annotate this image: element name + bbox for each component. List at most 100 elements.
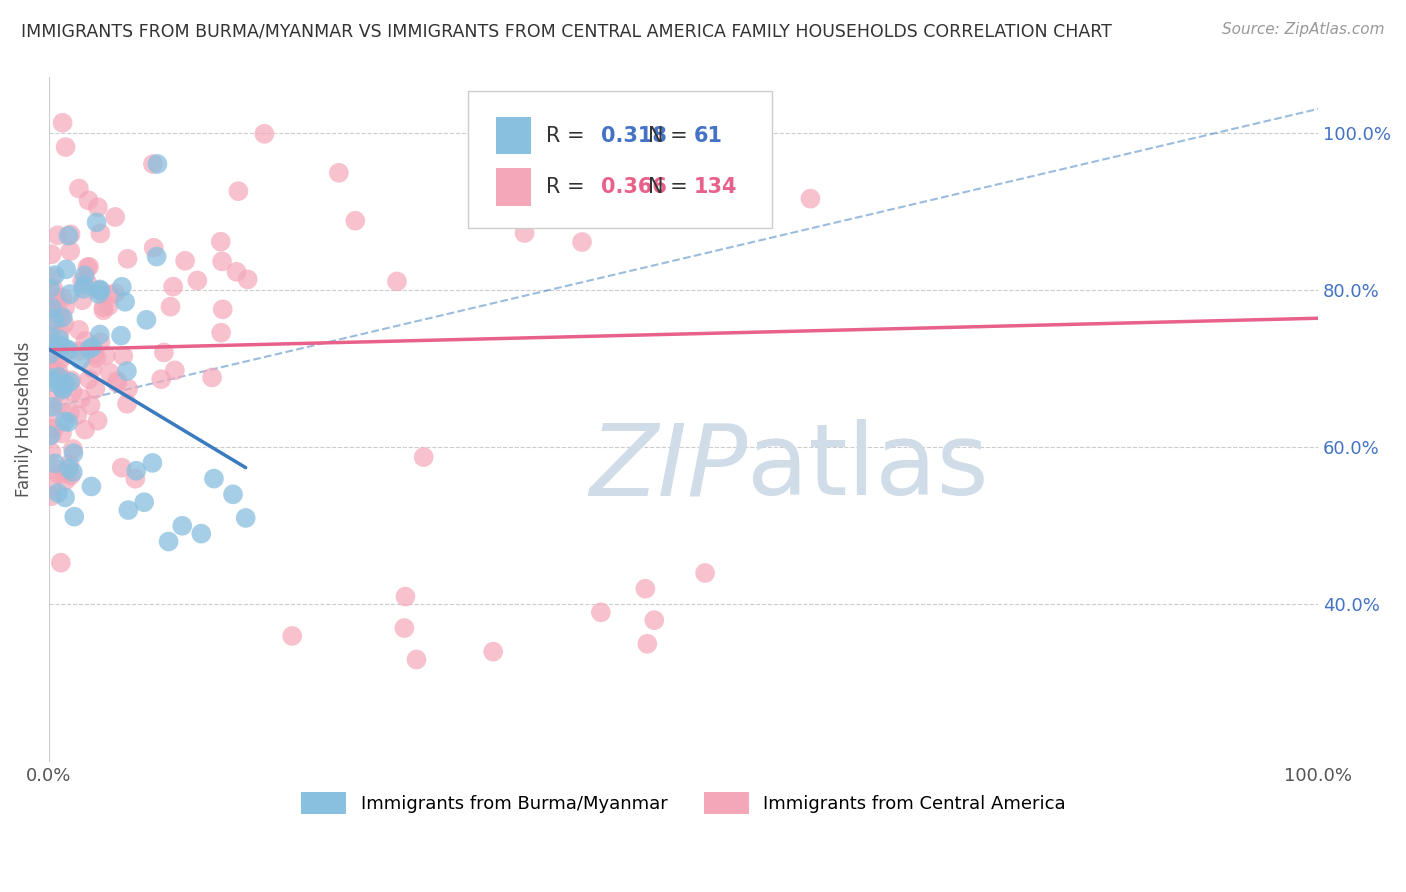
Immigrants from Burma/Myanmar — [172, 518, 194, 533]
Immigrants from Burma/Myanmar — [49, 338, 72, 352]
Immigrants from Central America — [735, 110, 758, 124]
Immigrants from Central America — [209, 235, 232, 249]
Immigrants from Central America — [571, 235, 593, 249]
Immigrants from Central America — [98, 366, 121, 380]
Immigrants from Burma/Myanmar — [39, 428, 62, 442]
Immigrants from Central America — [46, 312, 69, 326]
Immigrants from Central America — [624, 111, 647, 125]
Immigrants from Burma/Myanmar — [63, 509, 86, 524]
Immigrants from Burma/Myanmar — [114, 294, 136, 309]
Immigrants from Burma/Myanmar — [73, 277, 96, 292]
Immigrants from Central America — [41, 270, 63, 285]
Immigrants from Central America — [41, 329, 63, 343]
Immigrants from Central America — [49, 324, 72, 338]
Immigrants from Burma/Myanmar — [117, 503, 139, 517]
Immigrants from Central America — [236, 272, 259, 286]
Immigrants from Central America — [142, 241, 165, 255]
Immigrants from Central America — [643, 613, 665, 627]
Immigrants from Central America — [228, 184, 250, 198]
Immigrants from Central America — [209, 326, 232, 340]
Immigrants from Central America — [394, 590, 416, 604]
Immigrants from Central America — [328, 166, 350, 180]
Immigrants from Central America — [44, 291, 66, 305]
Immigrants from Burma/Myanmar — [59, 375, 82, 389]
Immigrants from Burma/Myanmar — [53, 342, 76, 356]
Immigrants from Central America — [93, 303, 115, 318]
Immigrants from Central America — [115, 397, 138, 411]
Immigrants from Central America — [86, 351, 108, 365]
Immigrants from Central America — [70, 392, 93, 406]
Immigrants from Burma/Myanmar — [111, 279, 134, 293]
Text: 0.366: 0.366 — [600, 177, 666, 197]
Immigrants from Burma/Myanmar — [110, 328, 132, 343]
Immigrants from Burma/Myanmar — [41, 375, 63, 389]
Immigrants from Central America — [595, 163, 617, 178]
Immigrants from Burma/Myanmar — [115, 364, 138, 378]
Text: Source: ZipAtlas.com: Source: ZipAtlas.com — [1222, 22, 1385, 37]
Immigrants from Central America — [142, 157, 165, 171]
Immigrants from Central America — [253, 127, 276, 141]
Immigrants from Central America — [281, 629, 304, 643]
Immigrants from Central America — [53, 347, 76, 361]
Immigrants from Burma/Myanmar — [52, 310, 75, 325]
Immigrants from Central America — [60, 373, 83, 387]
Immigrants from Central America — [93, 301, 115, 315]
Immigrants from Central America — [84, 382, 107, 396]
Text: R =: R = — [547, 126, 592, 145]
Immigrants from Central America — [58, 457, 80, 471]
Immigrants from Burma/Myanmar — [69, 352, 91, 367]
Immigrants from Burma/Myanmar — [53, 414, 76, 428]
Immigrants from Central America — [49, 352, 72, 367]
Immigrants from Burma/Myanmar — [89, 327, 111, 342]
Immigrants from Burma/Myanmar — [52, 383, 75, 397]
Immigrants from Burma/Myanmar — [235, 511, 257, 525]
FancyBboxPatch shape — [468, 91, 772, 228]
Immigrants from Central America — [163, 363, 186, 377]
Immigrants from Burma/Myanmar — [44, 313, 66, 327]
Immigrants from Central America — [41, 301, 63, 315]
Immigrants from Central America — [162, 279, 184, 293]
Immigrants from Central America — [482, 645, 505, 659]
Immigrants from Central America — [211, 254, 233, 268]
Immigrants from Central America — [49, 310, 72, 324]
Immigrants from Central America — [48, 365, 70, 379]
Immigrants from Central America — [104, 286, 127, 301]
Immigrants from Burma/Myanmar — [58, 343, 80, 357]
Immigrants from Central America — [52, 382, 75, 396]
Immigrants from Central America — [225, 265, 247, 279]
Immigrants from Central America — [799, 192, 821, 206]
Immigrants from Central America — [89, 227, 111, 241]
Immigrants from Central America — [211, 302, 233, 317]
Immigrants from Central America — [201, 370, 224, 384]
Immigrants from Burma/Myanmar — [59, 287, 82, 301]
Immigrants from Burma/Myanmar — [53, 376, 76, 391]
Immigrants from Central America — [117, 382, 139, 396]
Immigrants from Burma/Myanmar — [157, 534, 180, 549]
Immigrants from Central America — [42, 362, 65, 376]
Immigrants from Central America — [412, 450, 434, 464]
Immigrants from Central America — [77, 260, 100, 274]
Immigrants from Central America — [46, 228, 69, 243]
Immigrants from Central America — [41, 445, 63, 459]
Immigrants from Burma/Myanmar — [90, 284, 112, 298]
Immigrants from Burma/Myanmar — [48, 370, 70, 384]
Immigrants from Central America — [49, 397, 72, 411]
Immigrants from Burma/Myanmar — [80, 479, 103, 493]
Immigrants from Central America — [385, 274, 408, 288]
Immigrants from Central America — [159, 300, 181, 314]
Immigrants from Central America — [41, 365, 63, 379]
Bar — [496, 168, 531, 206]
Immigrants from Central America — [53, 317, 76, 331]
Immigrants from Burma/Myanmar — [39, 281, 62, 295]
Immigrants from Burma/Myanmar — [134, 495, 156, 509]
Immigrants from Central America — [49, 556, 72, 570]
Immigrants from Central America — [79, 398, 101, 412]
Immigrants from Central America — [634, 582, 657, 596]
Immigrants from Burma/Myanmar — [190, 526, 212, 541]
Immigrants from Central America — [72, 293, 94, 308]
Text: N =: N = — [648, 126, 695, 145]
Immigrants from Central America — [105, 374, 128, 388]
Immigrants from Burma/Myanmar — [62, 465, 84, 479]
Immigrants from Central America — [405, 652, 427, 666]
Immigrants from Central America — [153, 345, 176, 359]
